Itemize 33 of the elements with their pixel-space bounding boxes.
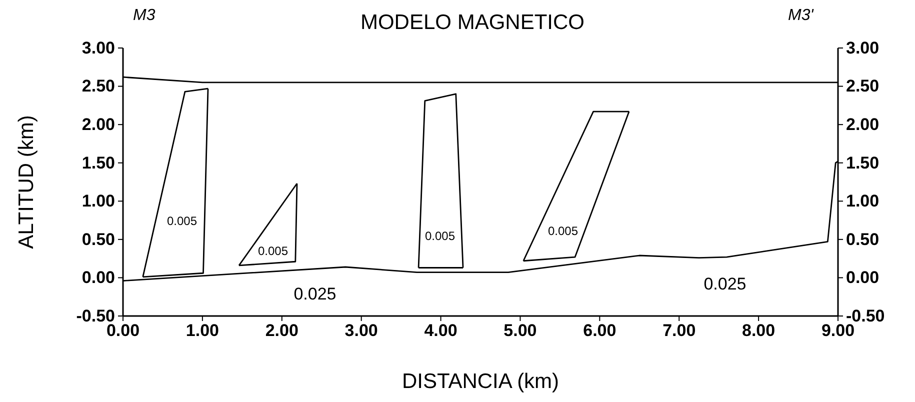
y2-tick-label: 2.50 bbox=[846, 76, 880, 96]
y2-tick-label: 2.00 bbox=[846, 115, 880, 134]
x-tick-label: 2.00 bbox=[265, 321, 298, 340]
x-tick-label: 4.00 bbox=[424, 321, 458, 340]
y2-tick-label: 1.00 bbox=[846, 192, 880, 211]
text: M3' bbox=[788, 7, 814, 24]
y-tick-label: 2.00 bbox=[82, 115, 115, 134]
y-tick-label: 2.50 bbox=[82, 76, 115, 96]
y-tick-label: 3.00 bbox=[82, 38, 115, 58]
x-tick-label: 7.00 bbox=[662, 321, 696, 340]
y-axis-title: ALTITUD (km) bbox=[15, 115, 38, 249]
x-tick-label: 5.00 bbox=[504, 321, 537, 340]
chart-title: MODELO MAGNETICO bbox=[360, 11, 585, 34]
text: M3 bbox=[133, 7, 156, 24]
annotation: 0.005 bbox=[166, 214, 198, 228]
y2-tick-label: 3.00 bbox=[846, 38, 880, 58]
annotation: 0.025 bbox=[294, 284, 336, 304]
y-tick-label: 0.00 bbox=[82, 268, 115, 288]
y2-tick-label: 1.50 bbox=[846, 153, 880, 172]
y-tick-label: 1.00 bbox=[82, 192, 115, 211]
x-tick-label: 1.00 bbox=[186, 321, 219, 340]
x-tick-label: 8.00 bbox=[742, 321, 776, 340]
y-tick-label: 0.50 bbox=[82, 230, 115, 249]
annotation: 0.025 bbox=[704, 274, 746, 294]
annotation: 0.005 bbox=[424, 229, 456, 244]
y2-tick-label: 0.00 bbox=[846, 268, 880, 288]
x-axis-title: DISTANCIA (km) bbox=[402, 370, 560, 393]
y2-tick-label: 0.50 bbox=[846, 230, 880, 249]
x-tick-label: 6.00 bbox=[583, 321, 616, 340]
annotation: 0.005 bbox=[258, 244, 288, 258]
annotation: 0.005 bbox=[548, 224, 578, 238]
y-tick-label: 1.50 bbox=[82, 153, 115, 172]
x-tick-label: 3.00 bbox=[344, 321, 378, 340]
